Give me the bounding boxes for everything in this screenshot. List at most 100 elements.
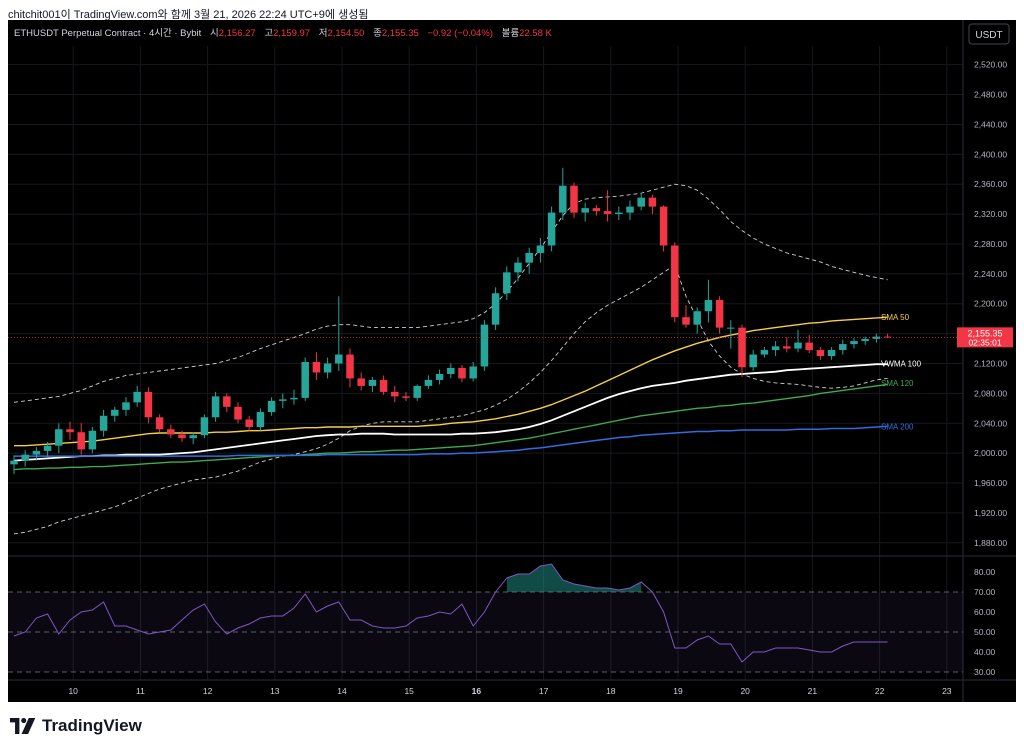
candle-body	[491, 293, 500, 325]
candle	[458, 364, 466, 383]
candle-body	[413, 385, 421, 398]
candle-body	[480, 324, 489, 367]
rsi-tick-label: 50.00	[974, 627, 996, 637]
candle	[335, 296, 343, 371]
legend-header: ETHUSDT Perpetual Contract · 4시간 · Bybit…	[14, 28, 552, 39]
candle-body	[178, 434, 186, 439]
time-tick-label: 20	[740, 686, 750, 696]
candle-body	[77, 432, 85, 450]
candle-body	[447, 367, 455, 374]
tradingview-logo-icon	[10, 718, 36, 734]
price-tick-label: 2,040.00	[974, 418, 1007, 428]
candle	[749, 350, 757, 371]
candle-body	[749, 354, 757, 368]
candle-body	[570, 185, 578, 213]
change-value: −0.92 (−0.04%)	[427, 28, 493, 39]
indicator-label: VWMA 100	[881, 360, 922, 369]
price-tick-label: 2,000.00	[974, 448, 1007, 458]
candle-body	[805, 342, 813, 351]
rsi-tick-label: 60.00	[974, 607, 996, 617]
candle-body	[111, 409, 119, 416]
candle	[155, 414, 164, 433]
candle	[794, 329, 802, 353]
candle-body	[88, 430, 97, 450]
candle	[738, 324, 746, 377]
candle	[592, 205, 601, 216]
candle-body	[290, 397, 298, 400]
candle	[839, 339, 847, 355]
bollinger-band-line	[13, 183, 888, 403]
candle-body	[21, 454, 29, 461]
candle-body	[547, 212, 556, 246]
rsi-pane: 30.00 40.00 50.00 60.00 70.00 80.00	[8, 563, 996, 677]
candle-body	[637, 197, 645, 207]
candle	[111, 406, 119, 422]
candle	[167, 424, 175, 439]
candle-body	[223, 396, 231, 407]
candle-body	[368, 379, 377, 386]
candle	[491, 287, 500, 330]
candle-body	[144, 391, 153, 418]
footer-logo: TradingView	[10, 716, 142, 736]
price-tick-label: 2,280.00	[974, 239, 1007, 249]
candle-body	[514, 262, 522, 273]
time-tick-label: 18	[606, 686, 616, 696]
candle-body	[211, 396, 220, 418]
price-tick-label: 2,480.00	[974, 90, 1007, 100]
candle-body	[693, 311, 701, 325]
candle-body	[503, 272, 511, 294]
candle-body	[525, 252, 533, 263]
candle-body	[615, 212, 623, 215]
candle	[559, 167, 567, 221]
candle	[200, 414, 209, 439]
candle	[189, 432, 197, 445]
candle	[850, 338, 858, 349]
ma-line-sma-120	[13, 383, 888, 471]
symbol-title: ETHUSDT Perpetual Contract · 4시간 · Bybit	[14, 28, 202, 39]
candle	[290, 389, 298, 405]
candle	[144, 387, 153, 424]
candle	[402, 391, 410, 401]
indicator-label: SMA 120	[881, 379, 914, 388]
candle	[727, 320, 735, 349]
candle	[122, 397, 130, 416]
indicator-label: SMA 200	[881, 422, 914, 431]
candle-body	[648, 197, 657, 207]
candle	[469, 362, 477, 382]
candle	[133, 385, 141, 407]
candle-body	[682, 317, 690, 325]
candle-body	[379, 379, 388, 392]
chart-frame[interactable]: 1,880.00 1,920.00 1,960.00 2,000.00 2,040.00…	[8, 20, 1016, 702]
price-tick-label: 2,240.00	[974, 269, 1007, 279]
candle	[435, 369, 444, 385]
price-tick-label: 1,960.00	[974, 478, 1007, 488]
price-tick-label: 2,200.00	[974, 299, 1007, 309]
currency-button[interactable]: USDT	[968, 23, 1010, 45]
candle-body	[424, 379, 433, 386]
candle-body	[771, 346, 780, 351]
candle	[43, 441, 52, 457]
time-tick-label: 15	[404, 686, 414, 696]
rsi-tick-label: 80.00	[974, 567, 996, 577]
candle	[32, 447, 41, 461]
candle-body	[704, 300, 713, 312]
candle	[525, 247, 533, 274]
candle-body	[66, 429, 74, 433]
price-tick-label: 2,400.00	[974, 149, 1007, 159]
rsi-line	[13, 563, 888, 663]
candle-body	[715, 300, 724, 328]
candle	[682, 305, 690, 328]
candle-body	[167, 429, 175, 435]
candle-body	[245, 419, 253, 427]
candle-body	[469, 366, 477, 379]
candle-body	[234, 406, 242, 420]
candle	[514, 257, 522, 282]
price-tick-label: 1,880.00	[974, 538, 1007, 548]
candle-body	[794, 342, 802, 349]
candle-body	[760, 350, 769, 355]
candle	[648, 194, 657, 215]
candle	[603, 190, 612, 222]
candle-body	[133, 391, 141, 403]
chart-svg[interactable]: 1,880.00 1,920.00 1,960.00 2,000.00 2,040.00…	[8, 20, 1016, 702]
time-tick-label: 10	[68, 686, 78, 696]
